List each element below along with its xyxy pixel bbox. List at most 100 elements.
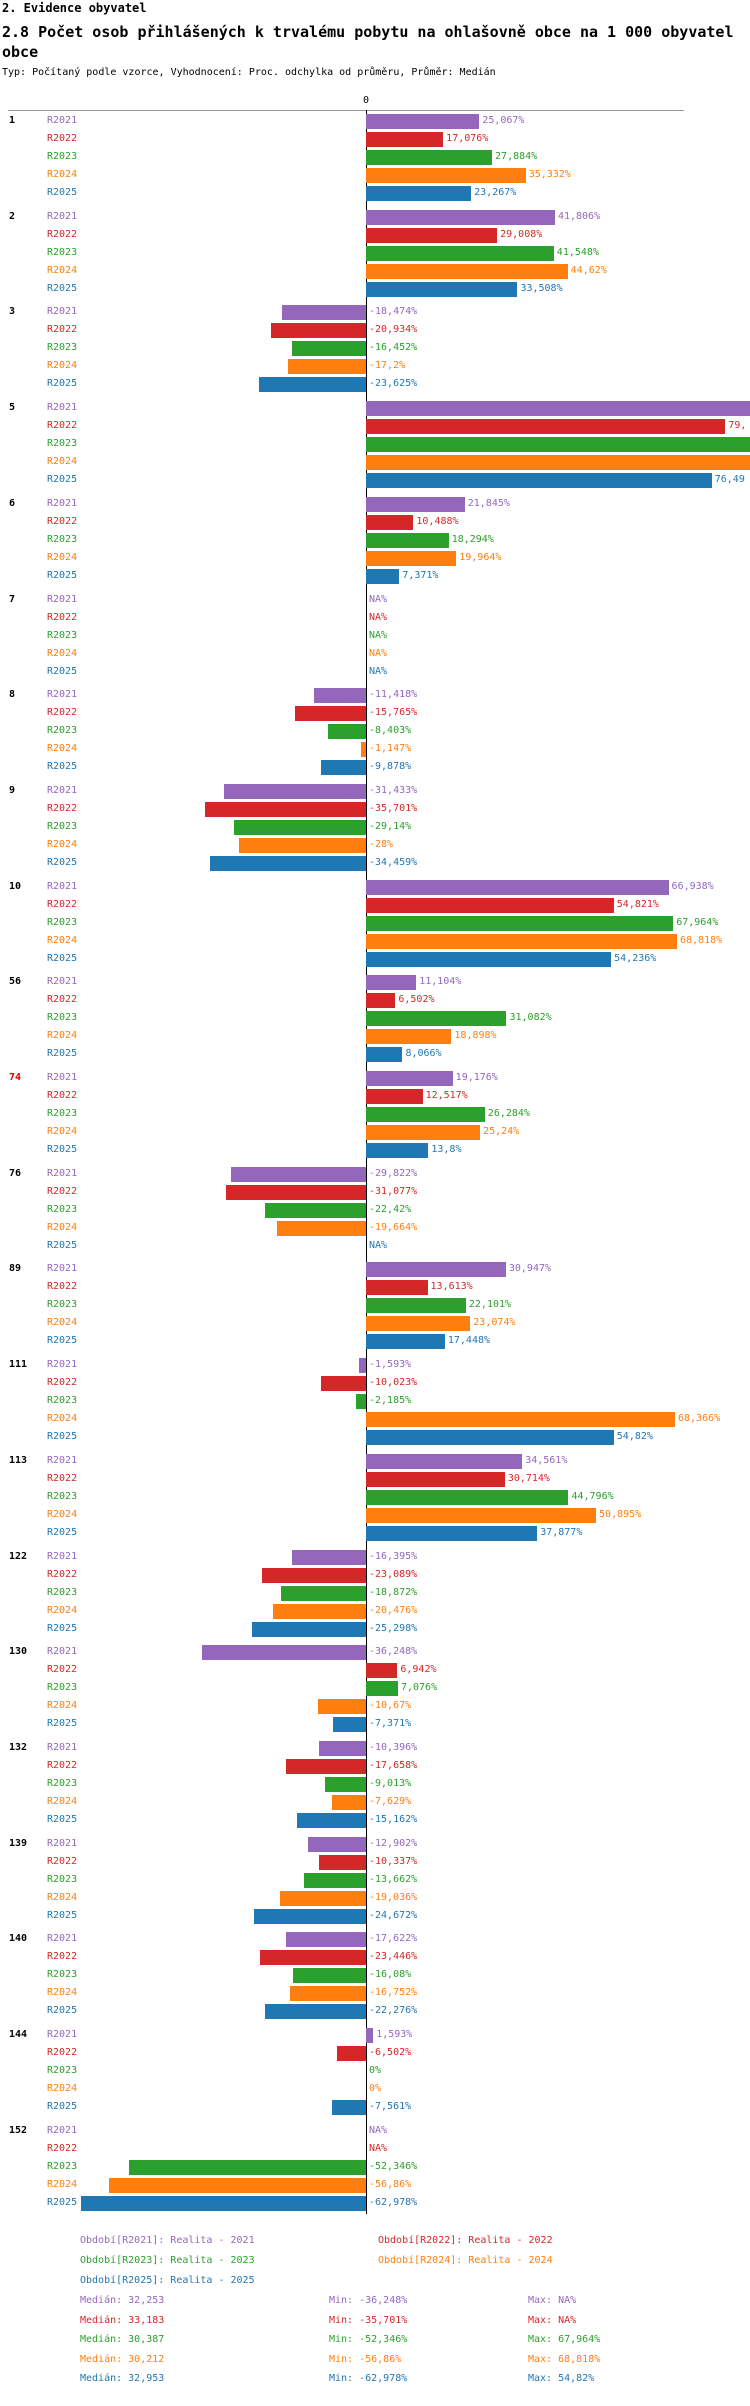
group-label: 2 <box>9 210 16 222</box>
bar-152-R2023 <box>129 2159 366 2175</box>
bar-76-R2021 <box>231 1166 366 1182</box>
bar-111-R2025 <box>366 1430 614 1446</box>
bar-1-R2023 <box>366 150 493 165</box>
bar-8-R2022 <box>294 706 366 722</box>
bar-6-R2022 <box>366 514 414 530</box>
bar-6-R2024 <box>366 550 457 566</box>
series-label: R2022 <box>47 898 78 910</box>
series-label: R2025 <box>47 1431 78 1443</box>
bar-74-R2022 <box>366 1089 423 1104</box>
series-label: R2024 <box>47 647 78 659</box>
group-label: 89 <box>9 1263 22 1275</box>
legend-item-R2025: Období[R2025]: Realita - 2025 <box>80 2275 255 2286</box>
value-label: -17,658% <box>369 1759 418 1771</box>
series-label: R2021 <box>47 210 78 222</box>
bar-9-R2025 <box>210 855 366 871</box>
value-label: -20,934% <box>369 324 418 336</box>
value-label: 35,332% <box>528 169 571 180</box>
value-label: 21,845% <box>467 497 510 509</box>
series-label: R2022 <box>47 1855 78 1867</box>
series-label: R2025 <box>47 665 78 677</box>
series-label: R2024 <box>47 1221 78 1233</box>
bar-10-R2023 <box>366 915 674 931</box>
bar-8-R2024 <box>360 742 366 758</box>
stat-median-R2023: Medián: 30,387 <box>80 2334 165 2345</box>
bar-56-R2024 <box>366 1029 452 1045</box>
bar-1-R2025 <box>366 186 472 201</box>
bar-139-R2021 <box>307 1836 366 1852</box>
bar-113-R2021 <box>366 1453 523 1469</box>
series-label: R2025 <box>47 856 78 868</box>
value-label: -36,248% <box>369 1646 418 1658</box>
group-label: 6 <box>9 497 16 509</box>
series-label: R2023 <box>47 1108 78 1119</box>
series-label: R2023 <box>47 438 78 450</box>
series-label: R2023 <box>47 151 78 162</box>
value-label: -31,077% <box>369 1185 418 1197</box>
series-label: R2025 <box>47 378 78 390</box>
group-label: 10 <box>9 880 22 892</box>
series-label: R2021 <box>47 1359 78 1371</box>
value-label: 17,076% <box>446 133 489 144</box>
series-label: R2025 <box>47 1909 78 1921</box>
bar-56-R2025 <box>366 1047 403 1063</box>
value-label: 41,548% <box>556 246 599 258</box>
series-label: R2025 <box>47 761 78 773</box>
series-label: R2024 <box>47 1030 78 1042</box>
series-label: R2025 <box>47 2101 78 2112</box>
value-label: 7,371% <box>402 569 439 581</box>
bar-140-R2024 <box>290 1986 366 2002</box>
value-label: 13,8% <box>431 1144 462 1155</box>
series-label: R2022 <box>47 1185 78 1197</box>
value-label: -10,396% <box>369 1741 418 1753</box>
bar-5-R2025 <box>366 473 712 489</box>
series-label: R2025 <box>47 952 78 964</box>
series-label: R2023 <box>47 1586 78 1598</box>
series-label: R2022 <box>47 1759 78 1771</box>
value-label: -2,185% <box>369 1395 412 1407</box>
series-label: R2024 <box>47 1413 78 1425</box>
value-label: 79, <box>728 420 747 432</box>
series-label: R2025 <box>47 1239 78 1251</box>
series-label: R2024 <box>47 1891 78 1903</box>
bar-10-R2022 <box>366 897 614 913</box>
series-label: R2022 <box>47 228 78 240</box>
value-label: 25,067% <box>482 115 525 126</box>
series-label: R2021 <box>47 1550 78 1562</box>
bar-6-R2025 <box>366 568 400 584</box>
group-label: 9 <box>9 784 16 796</box>
value-label: 68,818% <box>680 934 723 946</box>
bar-74-R2023 <box>366 1107 485 1122</box>
series-label: R2024 <box>47 1317 78 1329</box>
zero-axis-line <box>366 110 367 2214</box>
value-label: -7,629% <box>369 1795 412 1807</box>
group-label: 140 <box>9 1933 28 1945</box>
series-label: R2023 <box>47 1969 78 1981</box>
series-label: R2022 <box>47 1377 78 1389</box>
bar-10-R2025 <box>366 951 612 967</box>
value-label: -6,502% <box>369 2047 412 2058</box>
series-label: R2024 <box>47 743 78 755</box>
bar-152-R2024 <box>108 2177 366 2193</box>
bar-10-R2021 <box>366 879 669 895</box>
value-label: -16,08% <box>369 1969 412 1981</box>
series-label: R2023 <box>47 1012 78 1024</box>
bar-5-R2022 <box>366 419 726 435</box>
series-label: R2025 <box>47 474 78 486</box>
series-label: R2023 <box>47 1777 78 1789</box>
value-label: NA% <box>369 611 388 623</box>
stat-max-R2021: Max: NA% <box>528 2295 577 2306</box>
bar-89-R2022 <box>366 1280 428 1296</box>
value-label: -18,474% <box>369 306 418 318</box>
bar-144-R2021 <box>366 2028 374 2043</box>
value-label: 23,267% <box>474 187 517 198</box>
value-label: 1,593% <box>376 2029 413 2040</box>
series-label: R2023 <box>47 1395 78 1407</box>
series-label: R2021 <box>47 593 78 605</box>
value-label: 11,104% <box>419 976 462 988</box>
value-label: 23,074% <box>473 1317 516 1329</box>
stat-max-R2024: Max: 68,818% <box>528 2353 601 2365</box>
value-label: -9,013% <box>369 1777 412 1789</box>
bar-132-R2021 <box>319 1740 366 1756</box>
series-label: R2023 <box>47 533 78 545</box>
